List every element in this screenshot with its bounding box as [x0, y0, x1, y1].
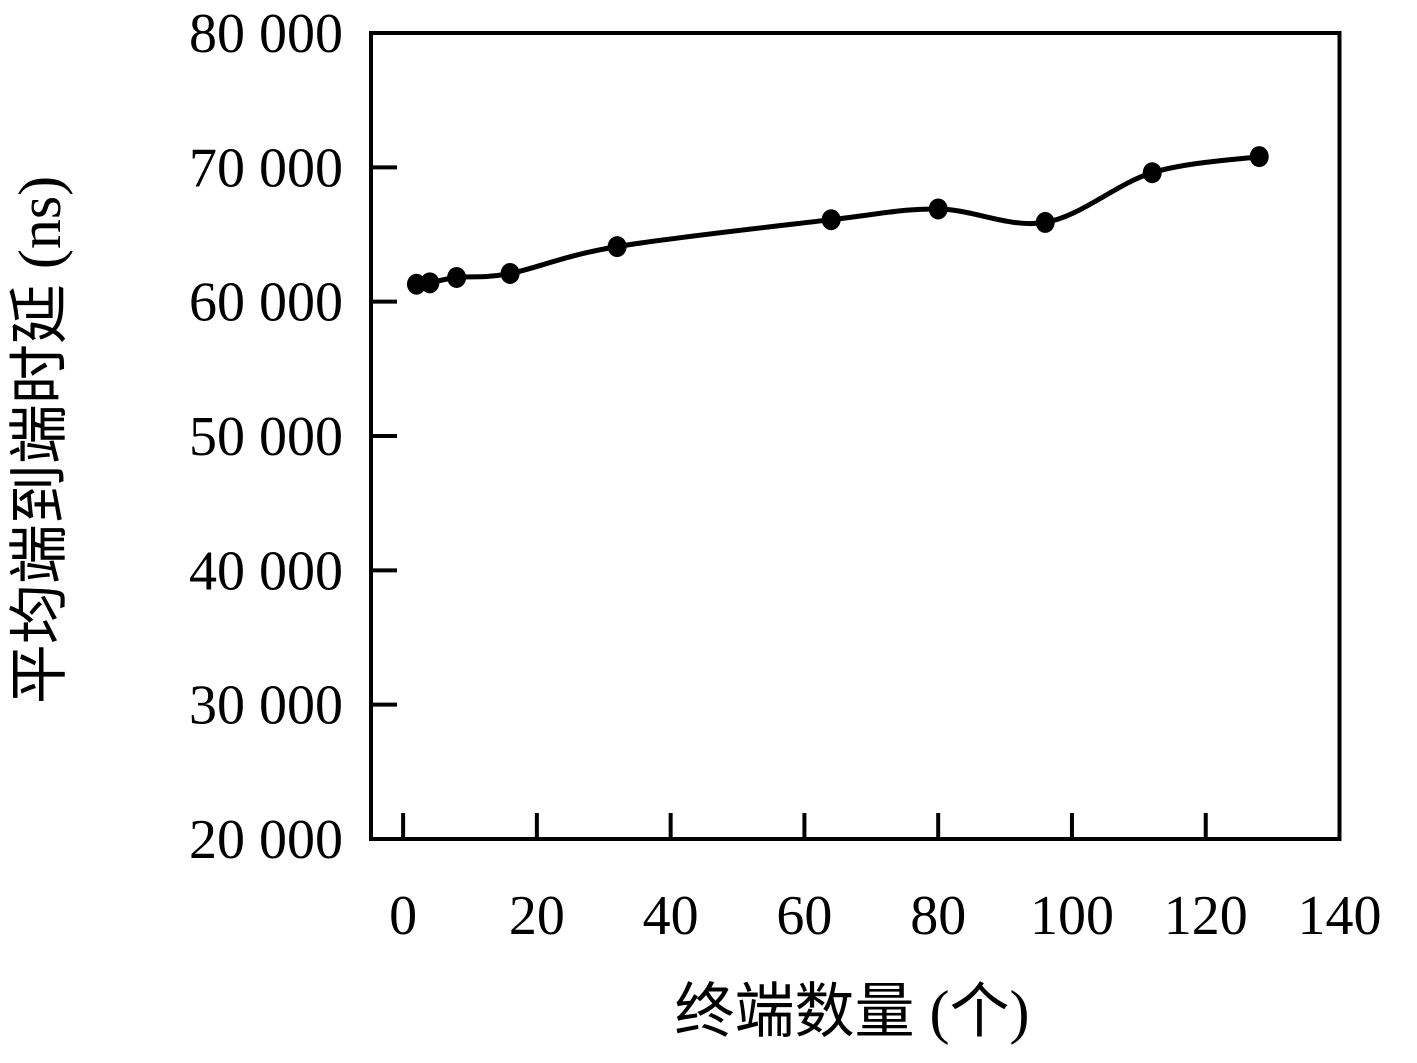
data-point	[607, 236, 627, 258]
x-tick-label: 0	[389, 885, 417, 947]
x-tick-label: 140	[1298, 885, 1382, 947]
data-point	[447, 266, 467, 288]
y-axis-label: 平均端到端时延 (ns)	[7, 176, 73, 704]
data-point	[1035, 211, 1055, 233]
y-tick-label: 60 000	[189, 272, 343, 334]
y-tick-label: 20 000	[189, 809, 343, 871]
x-axis-label: 终端数量 (个)	[675, 979, 1030, 1045]
y-tick-label: 30 000	[189, 675, 343, 737]
data-point	[1249, 146, 1269, 168]
data-series	[406, 146, 1269, 295]
axis-tick-labels: 0 20 40 60 80 100 120 140 20 000 30 000 40 000 50 0…	[189, 3, 1382, 947]
y-tick-label: 70 000	[189, 137, 343, 199]
y-tick-label: 80 000	[189, 3, 343, 65]
x-tick-label: 40	[643, 885, 699, 947]
y-tick-label: 50 000	[189, 406, 343, 468]
x-tick-label: 100	[1030, 885, 1114, 947]
data-point	[928, 198, 948, 220]
plot-box	[369, 31, 1342, 841]
data-point	[420, 272, 440, 294]
x-tick-label: 80	[910, 885, 966, 947]
x-tick-label: 60	[776, 885, 832, 947]
data-point	[500, 262, 520, 284]
x-tick-label: 120	[1164, 885, 1248, 947]
axis-ticks	[373, 31, 1342, 841]
x-tick-label: 20	[509, 885, 565, 947]
data-point	[1142, 162, 1162, 184]
y-tick-label: 40 000	[189, 540, 343, 602]
data-point	[821, 209, 841, 231]
plot-area	[369, 31, 1342, 841]
